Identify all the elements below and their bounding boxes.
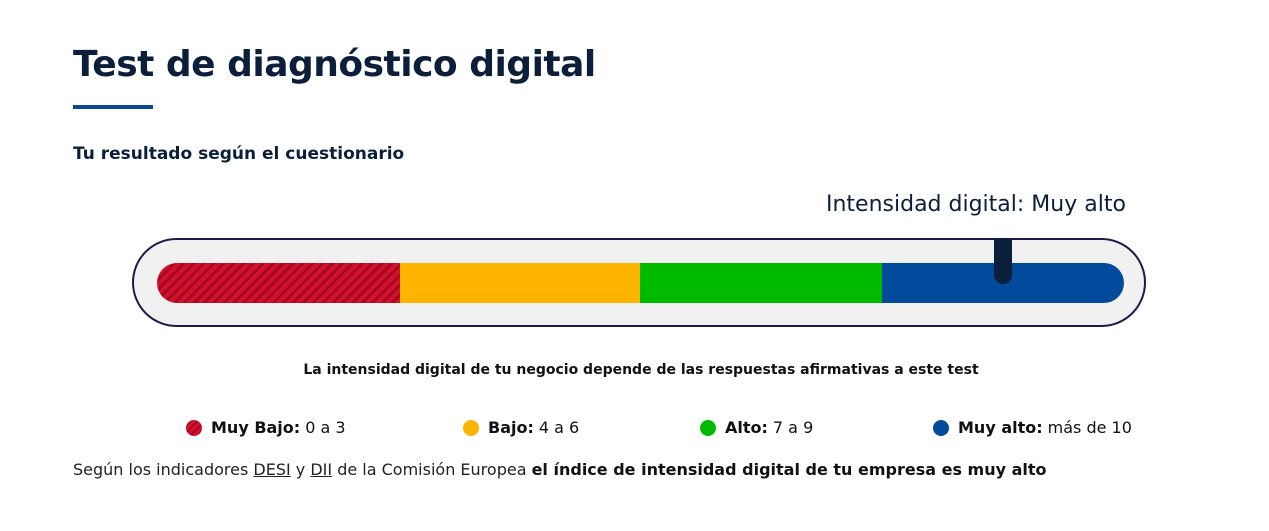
legend-range: más de 10 — [1047, 418, 1132, 437]
legend-range: 4 a 6 — [538, 418, 580, 437]
title-underline — [73, 105, 153, 109]
dii-link[interactable]: DII — [310, 460, 333, 479]
page-title: Test de diagnóstico digital — [73, 44, 596, 85]
legend-item-muy-bajo: Muy Bajo: 0 a 3 — [186, 418, 346, 437]
muy-alto-dot-icon — [933, 419, 949, 436]
footer-emphasis: el índice de intensidad digital de tu em… — [531, 460, 1047, 479]
footer-middle: de la Comisión Europea — [332, 460, 532, 479]
gauge-segment-muy-bajo — [157, 263, 400, 303]
legend-label: Muy alto: — [958, 418, 1043, 437]
alto-dot-icon — [700, 419, 716, 436]
legend-range: 7 a 9 — [772, 418, 814, 437]
legend-item-bajo: Bajo: 4 a 6 — [463, 418, 579, 437]
footer-connector: y — [290, 460, 311, 479]
gauge-note: La intensidad digital de tu negocio depe… — [303, 362, 979, 378]
desi-link[interactable]: DESI — [253, 460, 291, 479]
legend-range: 0 a 3 — [305, 418, 346, 437]
intensity-label: Intensidad digital: Muy alto — [826, 192, 1126, 217]
legend-label: Muy Bajo: — [211, 418, 301, 437]
gauge-segment-alto — [640, 263, 882, 303]
legend-item-alto: Alto: 7 a 9 — [700, 418, 813, 437]
bajo-dot-icon — [463, 419, 479, 436]
gauge-segment-bajo — [400, 263, 640, 303]
legend-item-muy-alto: Muy alto: más de 10 — [933, 418, 1132, 437]
gauge-track — [157, 263, 1124, 303]
legend-label: Bajo: — [488, 418, 534, 437]
footer-prefix: Según los indicadores — [73, 460, 254, 479]
gauge-needle — [994, 238, 1013, 284]
result-subtitle: Tu resultado según el cuestionario — [73, 144, 405, 164]
muy-bajo-dot-icon — [186, 419, 202, 436]
footer-text: Según los indicadores DESI y DII de la C… — [73, 460, 1047, 479]
legend-label: Alto: — [725, 418, 768, 437]
